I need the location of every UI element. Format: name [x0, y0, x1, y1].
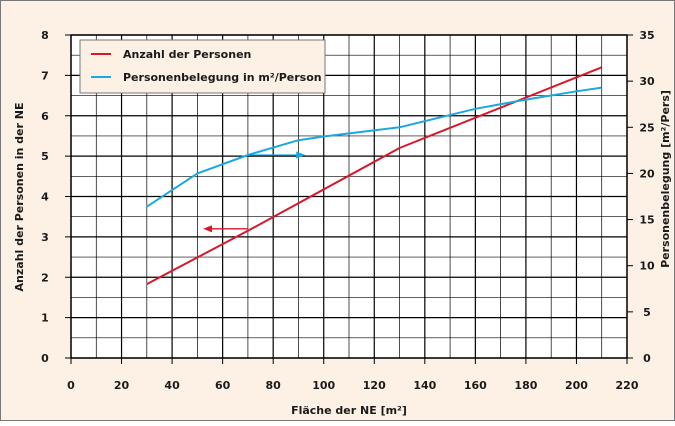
- y-left-tick-label: 2: [41, 271, 49, 284]
- legend-label-personen: Anzahl der Personen: [123, 48, 251, 61]
- y-right-tick-label: 20: [639, 167, 655, 180]
- x-tick-label: 220: [616, 379, 639, 392]
- series-group: [146, 66, 603, 285]
- x-tick-label: 180: [514, 379, 537, 392]
- x-axis: 0 20 40 60 80 100 120 140 160 180 200 220: [67, 358, 639, 392]
- y-left-tick-label: 7: [41, 69, 49, 82]
- y-axis-right: 0 5 10 15 20 25 30 35: [627, 29, 655, 365]
- annotations: [203, 151, 306, 233]
- series-line-belegung: [146, 86, 602, 208]
- y-left-tick-label: 1: [41, 312, 49, 325]
- legend-box: [79, 39, 326, 94]
- y-right-tick-label: 25: [639, 121, 654, 134]
- y-right-tick-label: 0: [643, 352, 651, 365]
- legend-label-belegung: Personenbelegung in m²/Person: [123, 71, 322, 84]
- y-left-tick-label: 5: [41, 150, 49, 163]
- legend: Anzahl der Personen Personenbelegung in …: [79, 39, 326, 94]
- y-right-tick-label: 35: [639, 29, 654, 42]
- y-left-tick-label: 4: [41, 191, 49, 204]
- y-axis-right-title: Personenbelegung [m²/Pers]: [659, 90, 672, 268]
- x-tick-label: 120: [363, 379, 386, 392]
- x-tick-label: 140: [413, 379, 436, 392]
- x-axis-title: Fläche der NE [m²]: [291, 404, 407, 417]
- x-tick-label: 40: [164, 379, 180, 392]
- y-left-tick-label: 6: [41, 110, 49, 123]
- y-left-tick-label: 8: [41, 29, 49, 42]
- y-axis-left-title: Anzahl der Personen in der NE: [13, 103, 26, 292]
- series-line-personen: [146, 66, 603, 285]
- x-tick-label: 20: [114, 379, 130, 392]
- x-tick-label: 0: [67, 379, 75, 392]
- y-right-tick-label: 15: [639, 214, 654, 227]
- x-tick-label: 60: [215, 379, 231, 392]
- y-right-tick-label: 5: [643, 306, 651, 319]
- x-tick-label: 80: [266, 379, 282, 392]
- x-tick-label: 160: [464, 379, 487, 392]
- y-left-tick-label: 3: [41, 231, 49, 244]
- y-right-tick-label: 30: [639, 75, 655, 88]
- x-tick-label: 200: [565, 379, 588, 392]
- y-left-tick-label: 0: [41, 352, 49, 365]
- y-axis-left: 0 1 2 3 4 5 6 7 8: [41, 29, 71, 365]
- x-tick-label: 100: [312, 379, 335, 392]
- y-right-tick-label: 10: [639, 260, 655, 273]
